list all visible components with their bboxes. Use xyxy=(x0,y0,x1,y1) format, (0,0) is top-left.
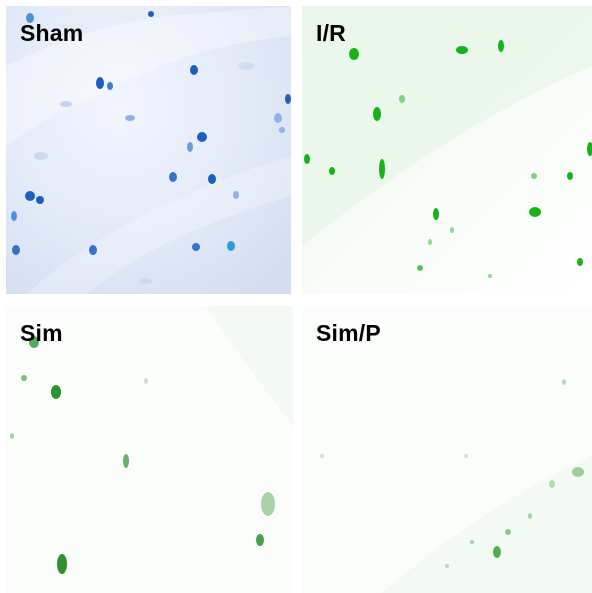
panel-label-sim-p: Sim/P xyxy=(316,320,381,346)
panel-label-sim: Sim xyxy=(20,320,63,346)
panel-label-sham: Sham xyxy=(20,20,84,46)
micrograph-image-sim-p xyxy=(302,306,592,593)
micrograph-image-sham xyxy=(6,6,291,294)
micrograph-image-sim xyxy=(6,306,293,593)
micrograph-image-ir xyxy=(302,6,592,294)
micrograph-panel-ir: I/R xyxy=(302,6,592,294)
micrograph-panel-sim-p: Sim/P xyxy=(302,306,592,593)
micrograph-panel-sham: Sham xyxy=(6,6,291,294)
panel-label-ir: I/R xyxy=(316,20,346,46)
micrograph-panel-sim: Sim xyxy=(6,306,293,593)
